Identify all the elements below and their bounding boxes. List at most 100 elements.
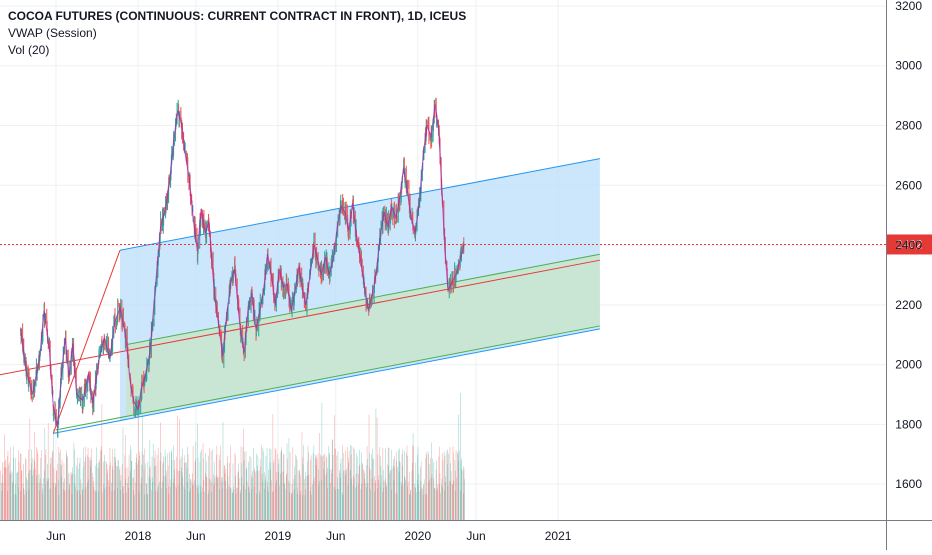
volume-bar bbox=[267, 486, 269, 520]
volume-bar bbox=[52, 482, 54, 520]
volume-bar bbox=[146, 483, 147, 520]
volume-bar bbox=[313, 480, 314, 520]
volume-bar bbox=[29, 418, 31, 520]
volume-bar bbox=[159, 481, 161, 520]
volume-bar bbox=[332, 454, 334, 520]
volume-bar bbox=[327, 468, 328, 520]
volume-bar bbox=[253, 447, 254, 520]
volume-bar bbox=[202, 487, 203, 520]
volume-bar bbox=[308, 452, 309, 520]
volume-bar bbox=[122, 427, 124, 520]
volume-bar bbox=[41, 483, 43, 520]
volume-bar bbox=[128, 476, 129, 520]
volume-bar bbox=[18, 450, 19, 520]
volume-bar bbox=[203, 479, 205, 520]
volume-bar bbox=[80, 479, 82, 520]
volume-bar bbox=[68, 483, 70, 520]
volume-bar bbox=[144, 463, 146, 520]
volume-bar bbox=[84, 488, 86, 520]
volume-bar bbox=[76, 490, 78, 520]
volume-bar bbox=[3, 466, 5, 520]
volume-bar bbox=[315, 464, 317, 520]
volume-bar bbox=[88, 456, 90, 520]
volume-bar bbox=[415, 491, 417, 520]
volume-bar bbox=[364, 473, 366, 520]
volume-bar bbox=[152, 477, 153, 520]
volume-bar bbox=[267, 481, 268, 520]
volume-bar bbox=[182, 449, 183, 520]
volume-bar bbox=[87, 482, 88, 520]
volume-bar bbox=[85, 457, 86, 520]
volume-bar bbox=[438, 484, 440, 520]
volume-bar bbox=[81, 483, 83, 520]
y-tick-label: 3000 bbox=[895, 59, 922, 73]
volume-bar bbox=[238, 477, 240, 520]
volume-bar bbox=[287, 458, 288, 520]
volume-bar bbox=[216, 476, 218, 520]
volume-bar bbox=[157, 487, 158, 520]
volume-bar bbox=[374, 491, 376, 520]
volume-bar bbox=[396, 494, 398, 520]
volume-bar bbox=[198, 493, 199, 520]
volume-bar bbox=[434, 488, 436, 520]
volume-bar bbox=[135, 462, 137, 520]
volume-bar bbox=[22, 483, 24, 520]
volume-bar bbox=[409, 494, 411, 520]
volume-bar bbox=[186, 467, 188, 520]
volume-bar bbox=[232, 463, 234, 520]
legend-vwap[interactable]: VWAP (Session) bbox=[8, 26, 97, 40]
volume-bar bbox=[73, 483, 75, 520]
volume-bar bbox=[332, 439, 333, 520]
volume-bar bbox=[251, 477, 253, 520]
volume-bar bbox=[328, 454, 330, 520]
volume-bar bbox=[262, 451, 264, 520]
volume-bar bbox=[56, 470, 57, 520]
legend-vol[interactable]: Vol (20) bbox=[8, 43, 50, 57]
volume-bar bbox=[62, 488, 64, 520]
volume-bar bbox=[226, 463, 228, 520]
volume-bar bbox=[208, 478, 210, 520]
volume-bar bbox=[265, 455, 267, 520]
volume-bar bbox=[336, 488, 338, 520]
volume-bar bbox=[439, 446, 440, 520]
volume-bar bbox=[270, 469, 271, 520]
volume-bar bbox=[386, 486, 387, 520]
volume-bar bbox=[294, 475, 296, 520]
volume-bar bbox=[167, 453, 169, 520]
channel-inner-fill bbox=[126, 254, 600, 417]
y-tick-label: 3200 bbox=[895, 0, 922, 13]
volume-bar bbox=[438, 456, 440, 520]
volume-bar bbox=[285, 488, 287, 520]
volume-bar bbox=[251, 488, 253, 520]
volume-bar bbox=[111, 466, 113, 520]
volume-bar bbox=[275, 472, 277, 520]
volume-bar bbox=[101, 404, 103, 520]
volume-bar bbox=[359, 449, 360, 520]
volume-bar bbox=[50, 464, 51, 520]
volume-bar bbox=[45, 484, 46, 520]
volume-bar bbox=[200, 491, 202, 520]
volume-bar bbox=[406, 445, 408, 520]
volume-bar bbox=[42, 477, 44, 520]
volume-bar bbox=[70, 475, 72, 520]
volume-bar bbox=[93, 489, 95, 520]
volume-bar bbox=[63, 482, 64, 520]
volume-bar bbox=[200, 485, 202, 520]
volume-bar bbox=[36, 475, 38, 520]
volume-bar bbox=[23, 463, 24, 520]
volume-bar bbox=[151, 456, 153, 520]
volume-bar bbox=[270, 449, 272, 520]
volume-bar bbox=[162, 461, 164, 520]
volume-bar bbox=[31, 449, 32, 520]
volume-bar bbox=[272, 462, 274, 520]
volume-bar bbox=[7, 450, 9, 520]
volume-bar bbox=[69, 472, 71, 520]
volume-bar bbox=[61, 465, 62, 520]
volume-bar bbox=[430, 477, 432, 520]
volume-bar bbox=[285, 475, 287, 520]
volume-bar bbox=[190, 488, 191, 520]
volume-bar bbox=[329, 453, 330, 520]
volume-bar bbox=[233, 489, 235, 520]
